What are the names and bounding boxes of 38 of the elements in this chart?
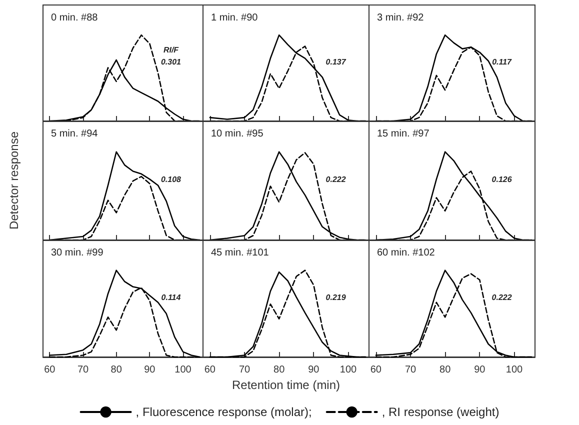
annotation: 0.137 [326,57,346,66]
x-tick-label: 80 [274,364,286,376]
x-tick-label: 100 [340,364,358,376]
annotation: 0.301 [160,57,182,66]
x-tick-label: 80 [110,364,122,376]
annotation: 0.222 [492,292,512,302]
annotation: 0.108 [160,174,182,184]
chart-title: 1 min. #90 [211,12,258,24]
chart-title: 30 min. #99 [51,248,104,258]
legend-label: , Fluorescence response (molar); [136,405,312,419]
annotation: 0.222 [326,174,346,184]
chart-title: 3 min. #92 [377,12,424,24]
x-tick-label: 70 [238,364,250,376]
chart-title: 60 min. #102 [377,248,436,258]
x-tick-label: 90 [144,364,156,376]
x-tick-label: 80 [440,364,452,376]
chart-title: 45 min. #101 [211,248,270,258]
chart-title: 15 min. #97 [377,128,430,140]
legend-label: , RI response (weight) [382,405,500,419]
x-tick-label: 90 [474,364,486,376]
annotation: RI/F [163,46,180,55]
x-tick-label: 100 [174,364,192,376]
x-tick-label: 70 [77,364,89,376]
y-axis-title: Detector response [7,131,21,230]
annotation: 0.126 [492,174,512,184]
x-tick-label: 60 [370,364,382,376]
chart-title: 10 min. #95 [211,128,264,140]
chart-title: 5 min. #94 [51,128,98,140]
x-tick-label: 60 [44,364,56,376]
x-tick-label: 60 [204,364,216,376]
x-tick-label: 70 [404,364,416,376]
annotation: 0.114 [161,292,182,302]
x-tick-label: 100 [506,364,524,376]
x-tick-label: 90 [308,364,320,376]
annotation: 0.117 [492,57,512,66]
x-axis-title: Retention time (min) [232,378,340,392]
annotation: 0.219 [326,292,346,302]
chart-title: 0 min. #88 [51,12,98,24]
